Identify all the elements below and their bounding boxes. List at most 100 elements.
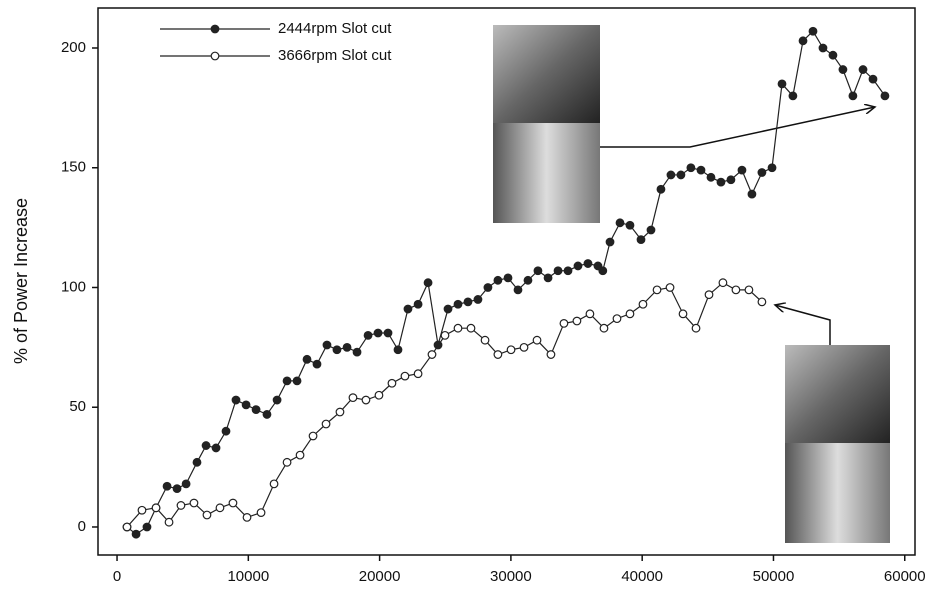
legend-marker [210, 24, 220, 34]
data-point [221, 426, 231, 436]
inset-photos [493, 25, 890, 543]
data-point [665, 283, 675, 292]
data-point [363, 330, 373, 340]
data-point [572, 316, 582, 326]
data-point [533, 266, 543, 276]
data-point [828, 50, 838, 60]
data-point [162, 481, 172, 491]
data-point [573, 261, 583, 271]
data-point [598, 266, 608, 276]
data-point [374, 390, 384, 400]
data-point [142, 522, 152, 532]
data-point [137, 505, 147, 515]
data-point [718, 278, 728, 288]
data-point [251, 405, 261, 415]
data-point [348, 393, 358, 403]
data-point [308, 431, 318, 441]
data-point [131, 529, 141, 539]
data-point [282, 376, 292, 386]
data-point [513, 285, 523, 295]
data-point [269, 479, 279, 489]
data-point [612, 314, 622, 324]
data-point [625, 309, 635, 319]
data-point [423, 278, 433, 288]
data-point [506, 345, 516, 355]
data-point [352, 347, 362, 357]
photo [493, 25, 600, 123]
data-point [599, 323, 609, 333]
data-point [696, 165, 706, 175]
data-point [757, 297, 767, 307]
data-point [585, 309, 595, 319]
data-point [335, 407, 345, 417]
y-axis-label: % of Power Increase [11, 198, 31, 364]
photo [785, 443, 890, 543]
data-point [788, 91, 798, 101]
data-point [473, 295, 483, 304]
data-point [838, 65, 848, 74]
data-point [383, 328, 393, 338]
data-point [463, 297, 473, 307]
arrow [600, 107, 875, 148]
data-point [241, 400, 251, 410]
legend-marker [210, 51, 220, 61]
data-point [242, 512, 252, 522]
data-point [440, 330, 450, 340]
data-point [731, 285, 741, 295]
arrow [775, 305, 831, 345]
data-point [532, 335, 542, 345]
data-point [808, 26, 818, 36]
data-point [523, 275, 533, 285]
data-point [543, 273, 553, 283]
data-point [747, 189, 757, 199]
data-point [605, 237, 615, 247]
data-point [706, 172, 716, 182]
legend-label: 3666rpm Slot cut [278, 47, 392, 64]
data-point [189, 498, 199, 508]
data-point [646, 225, 656, 235]
data-point [373, 328, 383, 338]
data-point [282, 457, 292, 467]
data-point [231, 395, 241, 405]
data-point [295, 450, 305, 460]
data-point [211, 443, 221, 453]
data-point [493, 350, 503, 359]
data-point [164, 517, 174, 527]
data-point [400, 371, 410, 381]
data-point [480, 335, 490, 345]
data-point [181, 479, 191, 489]
data-point [493, 275, 503, 285]
data-point [322, 340, 332, 350]
data-point [172, 484, 182, 494]
data-point [413, 299, 423, 309]
data-point [292, 376, 302, 386]
data-point [686, 163, 696, 173]
data-point [321, 419, 331, 429]
data-point [676, 170, 686, 180]
photo [785, 345, 890, 443]
data-point [798, 36, 808, 46]
data-point [666, 170, 676, 180]
data-point [656, 184, 666, 194]
x-tick-label: 10000 [227, 568, 269, 585]
data-point [342, 342, 352, 352]
data-point [192, 457, 202, 467]
data-point [868, 74, 878, 84]
data-point [848, 91, 858, 101]
x-tick-label: 0 [113, 568, 121, 585]
data-point [302, 354, 312, 364]
data-point [615, 218, 625, 228]
y-tick-label: 150 [61, 159, 86, 176]
data-point [483, 283, 493, 292]
data-point [583, 259, 593, 268]
data-point [272, 395, 282, 405]
data-point [652, 285, 662, 295]
series-line [126, 281, 763, 528]
data-point [767, 163, 777, 173]
y-tick-label: 0 [78, 518, 86, 535]
y-tick-label: 100 [61, 278, 86, 295]
data-point [563, 266, 573, 276]
data-point [403, 304, 413, 314]
data-point [777, 79, 787, 89]
